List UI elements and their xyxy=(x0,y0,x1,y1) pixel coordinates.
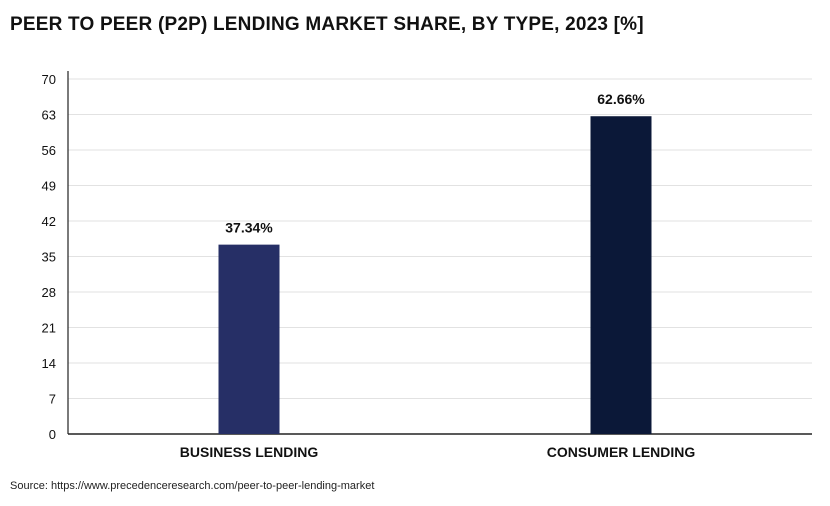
y-tick-label: 49 xyxy=(42,179,56,194)
source-note: Source: https://www.precedenceresearch.c… xyxy=(10,480,375,492)
y-tick-label: 14 xyxy=(42,356,56,371)
y-tick-label: 28 xyxy=(42,285,56,300)
data-label: 62.66% xyxy=(597,91,645,107)
chart-title: PEER TO PEER (P2P) LENDING MARKET SHARE,… xyxy=(10,14,644,35)
y-tick-label: 42 xyxy=(42,214,56,229)
y-tick-label: 21 xyxy=(42,321,56,336)
bar xyxy=(218,244,280,434)
data-label: 37.34% xyxy=(225,220,273,236)
bar xyxy=(590,116,652,434)
y-tick-label: 63 xyxy=(42,108,56,123)
y-tick-label: 35 xyxy=(42,250,56,265)
y-tick-label: 70 xyxy=(42,72,56,87)
x-tick-label: BUSINESS LENDING xyxy=(180,444,319,460)
y-tick-label: 56 xyxy=(42,143,56,158)
y-tick-label: 0 xyxy=(49,427,56,442)
x-tick-label: CONSUMER LENDING xyxy=(547,444,696,460)
y-tick-label: 7 xyxy=(49,392,56,407)
